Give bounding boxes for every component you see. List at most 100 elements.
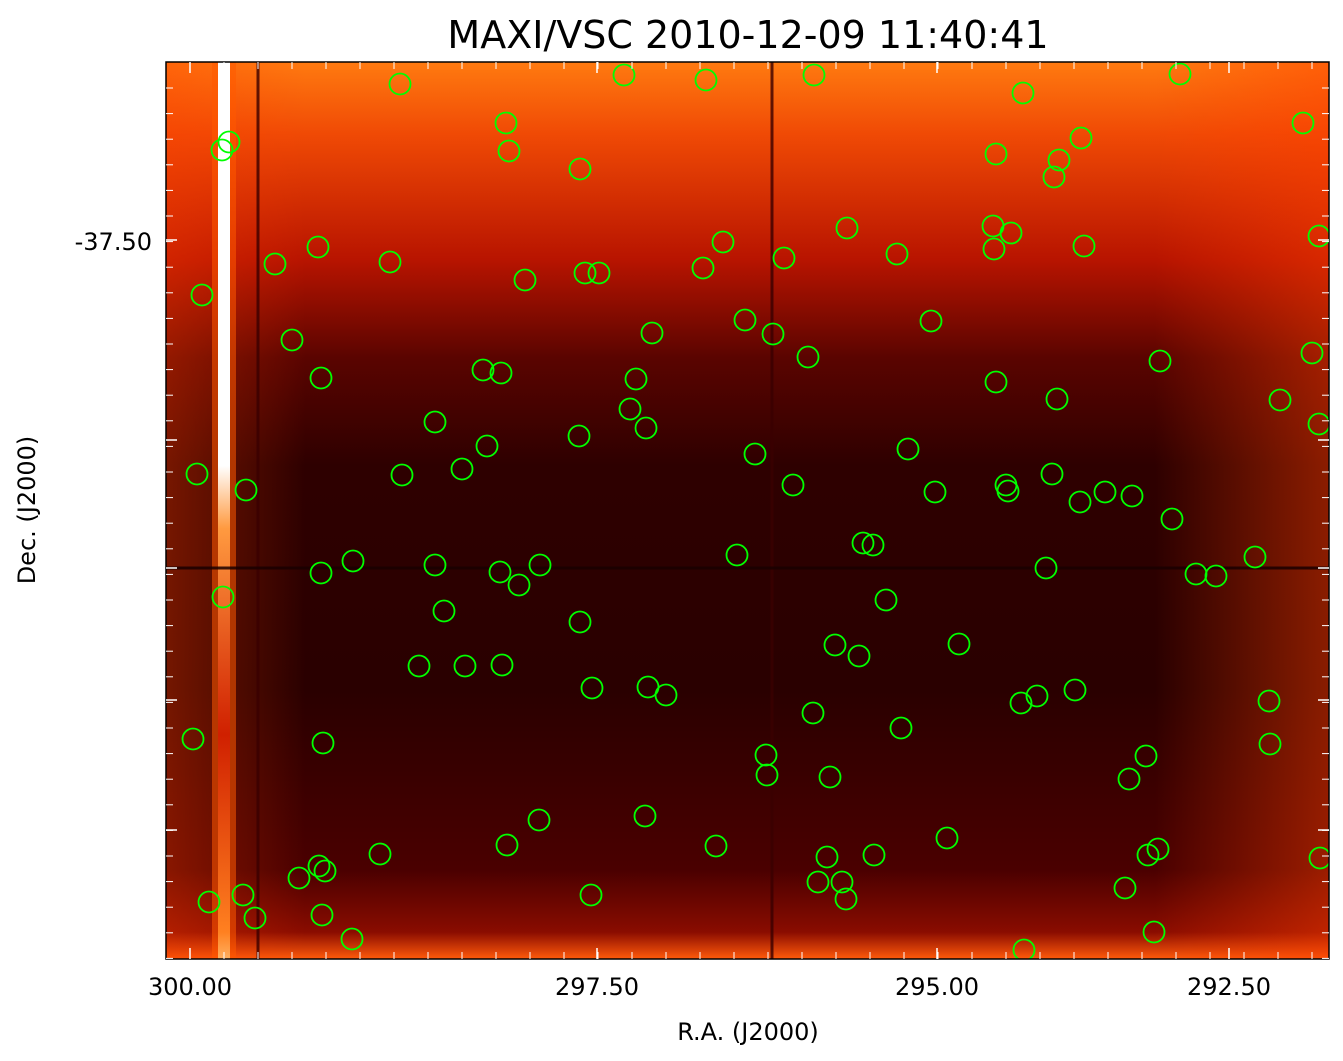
source-marker-circle bbox=[495, 833, 519, 857]
source-marker-circle bbox=[573, 261, 597, 285]
source-marker-circle bbox=[919, 309, 943, 333]
source-marker-circle bbox=[1025, 684, 1049, 708]
source-marker-circle bbox=[801, 701, 825, 725]
source-marker-circle bbox=[1120, 484, 1144, 508]
source-marker-circle bbox=[823, 633, 847, 657]
source-marker-circle bbox=[497, 139, 521, 163]
source-marker-circle bbox=[432, 599, 456, 623]
source-marker-circle bbox=[640, 321, 664, 345]
source-marker-circle bbox=[802, 63, 826, 87]
source-marker-circle bbox=[1045, 387, 1069, 411]
source-marker-circle bbox=[1042, 165, 1066, 189]
source-marker-circle bbox=[1009, 691, 1033, 715]
x-axis-label: R.A. (J2000) bbox=[677, 1018, 819, 1046]
source-marker-circle bbox=[755, 763, 779, 787]
source-marker-circle bbox=[407, 654, 431, 678]
source-marker-circle bbox=[1134, 744, 1158, 768]
source-marker-circle bbox=[341, 549, 365, 573]
source-marker-circle bbox=[423, 553, 447, 577]
source-marker-circle bbox=[691, 256, 715, 280]
source-marker-circle bbox=[507, 573, 531, 597]
source-marker-circle bbox=[947, 632, 971, 656]
source-marker-circle bbox=[761, 322, 785, 346]
source-marker-circle bbox=[587, 261, 611, 285]
source-marker-circle bbox=[568, 157, 592, 181]
source-marker-circle bbox=[453, 654, 477, 678]
source-marker-circle bbox=[567, 424, 591, 448]
axis-minor-ticks bbox=[166, 62, 1329, 959]
source-marker-circle bbox=[1308, 846, 1329, 870]
source-marker-circle bbox=[1011, 81, 1035, 105]
source-marker-circle bbox=[368, 842, 392, 866]
source-marker-circle bbox=[1142, 920, 1166, 944]
source-marker-circle bbox=[830, 870, 854, 894]
source-marker-circle bbox=[1063, 678, 1087, 702]
source-marker-circle bbox=[388, 72, 412, 96]
source-marker-circle bbox=[287, 866, 311, 890]
source-marker-circle bbox=[1040, 462, 1064, 486]
source-marker-circle bbox=[1300, 341, 1324, 365]
source-marker-circle bbox=[725, 543, 749, 567]
source-marker-circle bbox=[190, 283, 214, 307]
source-marker-circle bbox=[999, 221, 1023, 245]
source-marker-circle bbox=[1148, 349, 1172, 373]
source-marker-circle bbox=[378, 250, 402, 274]
source-marker-circle bbox=[711, 230, 735, 254]
source-marker-circle bbox=[1117, 767, 1141, 791]
source-marker-circle bbox=[568, 610, 592, 634]
source-marker-circle bbox=[309, 561, 333, 585]
y-tick-label: -37.50 bbox=[75, 228, 152, 256]
source-marker-circle bbox=[280, 328, 304, 352]
source-marker-circle bbox=[197, 890, 221, 914]
source-marker-circle bbox=[1113, 876, 1137, 900]
source-marker-circle bbox=[210, 138, 234, 162]
source-marker-circle bbox=[806, 870, 830, 894]
x-tick-label: 300.00 bbox=[148, 973, 232, 1001]
x-tick-label: 292.50 bbox=[1187, 973, 1271, 1001]
source-marker-circle bbox=[488, 560, 512, 584]
source-marker-circle bbox=[1093, 480, 1117, 504]
chart-title: MAXI/VSC 2010-12-09 11:40:41 bbox=[447, 13, 1048, 57]
source-marker-circle bbox=[513, 268, 537, 292]
source-marker-circle bbox=[704, 834, 728, 858]
x-tick-label: 295.00 bbox=[895, 973, 979, 1001]
source-marker-circle bbox=[1307, 224, 1329, 248]
source-marker-circle bbox=[307, 854, 331, 878]
source-marker-circle bbox=[1204, 564, 1228, 588]
source-marker-circle bbox=[796, 345, 820, 369]
source-marker-circle bbox=[634, 416, 658, 440]
source-marker-circle bbox=[835, 216, 859, 240]
source-marker-circle bbox=[818, 765, 842, 789]
source-marker-circle bbox=[313, 859, 337, 883]
source-marker-circle bbox=[340, 927, 364, 951]
source-marker-circle bbox=[306, 235, 330, 259]
source-marker-circle bbox=[528, 553, 552, 577]
image-edge-glow bbox=[166, 62, 1329, 959]
source-marker-circle bbox=[1012, 938, 1036, 959]
source-marker-circle bbox=[624, 367, 648, 391]
source-marker-circle bbox=[1243, 545, 1267, 569]
source-marker-circle bbox=[754, 743, 778, 767]
source-marker-circle bbox=[1160, 507, 1184, 531]
source-marker-circle bbox=[580, 676, 604, 700]
source-marker-circle bbox=[489, 361, 513, 385]
source-marker-circle bbox=[633, 804, 657, 828]
source-marker-circle bbox=[923, 480, 947, 504]
source-marker-circle bbox=[309, 366, 333, 390]
source-marker-circle bbox=[310, 903, 334, 927]
source-marker-circle bbox=[834, 887, 858, 911]
source-marker-circle bbox=[475, 434, 499, 458]
source-marker-circle bbox=[1168, 62, 1192, 86]
source-marker-circle bbox=[1072, 234, 1096, 258]
source-marker-circle bbox=[527, 808, 551, 832]
source-marker-circle bbox=[874, 588, 898, 612]
source-marker-circle bbox=[1307, 412, 1329, 436]
source-marker-circle bbox=[1047, 148, 1071, 172]
source-marker-circle bbox=[217, 130, 241, 154]
source-marker-circle bbox=[996, 479, 1020, 503]
source-marker-circle bbox=[885, 242, 909, 266]
source-marker-circle bbox=[815, 845, 839, 869]
source-marker-circle bbox=[982, 237, 1006, 261]
source-marker-circle bbox=[743, 442, 767, 466]
